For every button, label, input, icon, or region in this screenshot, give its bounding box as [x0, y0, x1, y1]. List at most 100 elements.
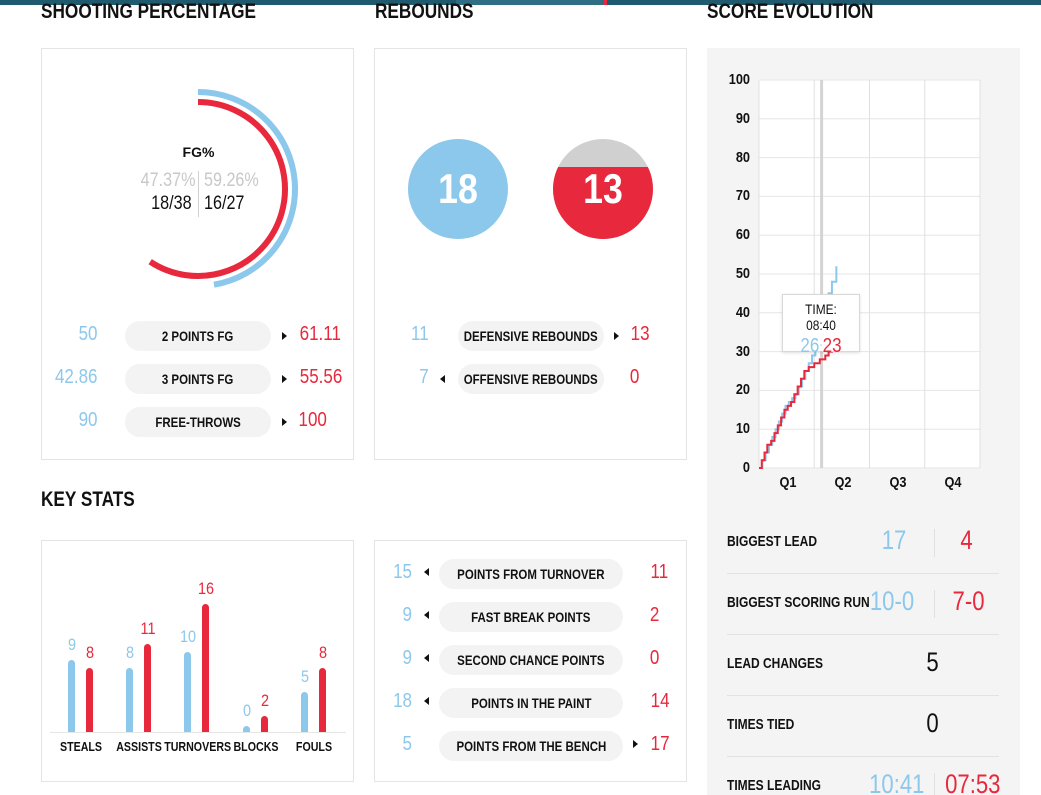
stat-points-from-turnover: POINTS FROM TURNOVER — [439, 559, 623, 589]
stat-fast-break-points: FAST BREAK POINTS — [439, 602, 623, 632]
x-tick-label: Q3 — [889, 474, 907, 491]
arrow-right-icon — [614, 332, 619, 340]
stat-offensive-rebounds: OFFENSIVE REBOUNDS — [458, 364, 604, 394]
summary-row: BIGGEST SCORING RUN 10-0 7-0 — [727, 574, 999, 635]
summary-divider — [934, 590, 935, 618]
summary-row: BIGGEST LEAD 17 4 — [727, 513, 999, 574]
away-defensive-rebounds: 13 — [630, 323, 650, 345]
away-fg-percent: 59.26% — [204, 170, 259, 191]
stat-points-from-the-bench: POINTS FROM THE BENCH — [439, 731, 623, 761]
arrow-right-icon — [282, 418, 287, 426]
top-bar — [0, 0, 1041, 5]
fg-divider — [198, 171, 199, 217]
stat-points-in-the-paint: POINTS IN THE PAINT — [439, 688, 623, 718]
score-evolution-panel: 0 10 20 30 40 50 60 70 80 90 100 Q1 Q2 Q3 Q4 TIME: 08:… — [707, 48, 1020, 795]
summary-row: LEAD CHANGES 5 — [727, 635, 999, 696]
summary-divider — [934, 773, 935, 795]
away-fg-made: 16/27 — [204, 193, 245, 214]
summary-home-value: 10-0 — [869, 586, 915, 616]
y-tick-label: 10 — [735, 420, 750, 438]
arrow-left-icon — [424, 697, 429, 705]
y-tick-label: 50 — [735, 265, 750, 282]
home-defensive-rebounds: 11 — [410, 323, 429, 345]
home-offensive-rebounds: 7 — [419, 366, 429, 388]
summary-away-value: 4 — [960, 525, 973, 555]
summary-label: BIGGEST LEAD — [727, 533, 818, 550]
arrow-left-icon — [424, 568, 429, 576]
summary-center-value: 5 — [926, 647, 939, 677]
away-value-assists: 11 — [140, 619, 156, 638]
current-time-marker — [820, 80, 824, 468]
tooltip-separator: : — [819, 339, 823, 355]
summary-divider — [934, 529, 935, 557]
summary-label: LEAD CHANGES — [727, 655, 824, 672]
summary-row: TIMES TIED 0 — [727, 696, 999, 757]
away-fg-arc — [148, 99, 288, 279]
away-score-line — [759, 316, 838, 469]
x-tick-label: Q2 — [834, 474, 852, 491]
home-fg-percent: 47.37% — [140, 170, 195, 191]
home-bar-blocks — [243, 726, 250, 732]
bars-baseline — [50, 732, 346, 733]
away-rebounds-fill — [553, 167, 653, 239]
home-rebounds-circle: 18 — [408, 139, 508, 239]
summary-away-value: 7-0 — [952, 586, 985, 616]
fg-percentage-ring — [148, 89, 298, 288]
chart-tooltip: TIME: 08:40 26:23 — [782, 294, 860, 357]
arrow-left-icon — [424, 654, 429, 662]
score-evolution-chart — [758, 79, 981, 469]
tooltip-away-score: 23 — [822, 335, 842, 357]
home-points-in-the-paint: 18 — [393, 690, 412, 712]
stat-2-points-fg: 2 POINTS FG — [125, 321, 271, 351]
y-tick-label: 30 — [735, 342, 750, 360]
fg-label: FG% — [182, 144, 215, 160]
summary-home-value: 17 — [881, 525, 907, 555]
key-stats-rows-panel: 15 POINTS FROM TURNOVER 11 9 FAST BREAK … — [374, 540, 687, 782]
away-bar-assists — [144, 644, 151, 732]
summary-label: BIGGEST SCORING RUN — [727, 594, 870, 611]
home-value-blocks: 0 — [242, 701, 252, 720]
away-bar-turnovers — [202, 604, 209, 732]
home-points-from-the-bench: 5 — [402, 733, 412, 755]
home-points-from-turnover: 15 — [393, 561, 412, 583]
away-2pt-fg: 61.11 — [299, 323, 341, 345]
away-value-turnovers: 16 — [197, 579, 215, 598]
y-tick-label: 70 — [735, 187, 750, 205]
away-points-from-the-bench: 17 — [650, 733, 670, 755]
away-3pt-fg: 55.56 — [299, 366, 343, 388]
home-fg-made: 18/38 — [151, 193, 192, 214]
arrow-right-icon — [633, 740, 638, 748]
x-tick-label: Q1 — [779, 474, 797, 491]
key-stats-title: KEY STATS — [41, 488, 135, 511]
home-bar-turnovers — [184, 652, 191, 732]
away-bar-fouls — [319, 668, 326, 732]
y-tick-label: 100 — [728, 71, 750, 88]
bar-label-steals: STEALS — [59, 739, 103, 754]
home-3pt-fg: 42.86 — [54, 366, 98, 388]
away-second-chance-points: 0 — [649, 647, 660, 669]
home-value-assists: 8 — [125, 643, 135, 662]
away-rebounds-circle: 13 — [553, 139, 653, 239]
home-fg-arc — [197, 89, 298, 288]
rebounds-panel: 18 13 11 DEFENSIVE REBOUNDS 13 7 OFFENSI… — [374, 48, 687, 460]
arrow-left-icon — [440, 375, 445, 383]
home-second-chance-points: 9 — [402, 647, 412, 669]
stat-second-chance-points: SECOND CHANCE POINTS — [439, 645, 623, 675]
key-stats-bars-panel: 9 8 STEALS 8 11 ASSISTS 10 16 TURNOVERS 0 2 BLOCKS 5… — [41, 540, 354, 782]
arrow-right-icon — [282, 332, 287, 340]
home-value-steals: 9 — [67, 635, 77, 654]
summary-row: TIMES LEADING 10:41 07:53 — [727, 757, 1001, 795]
arrow-left-icon — [424, 611, 429, 619]
y-tick-label: 80 — [735, 148, 750, 166]
summary-center-value: 0 — [926, 708, 939, 738]
tooltip-home-score: 26 — [800, 335, 820, 357]
y-tick-label: 40 — [735, 303, 750, 321]
away-rebounds-total: 13 — [583, 165, 623, 212]
summary-away-value: 07:53 — [945, 769, 1001, 795]
home-fast-break-points: 9 — [402, 604, 412, 626]
away-points-from-turnover: 11 — [650, 561, 669, 583]
y-tick-label: 20 — [735, 381, 750, 399]
stat-defensive-rebounds: DEFENSIVE REBOUNDS — [458, 321, 604, 351]
home-bar-steals — [68, 660, 75, 732]
stat-free-throws: FREE-THROWS — [125, 407, 271, 437]
